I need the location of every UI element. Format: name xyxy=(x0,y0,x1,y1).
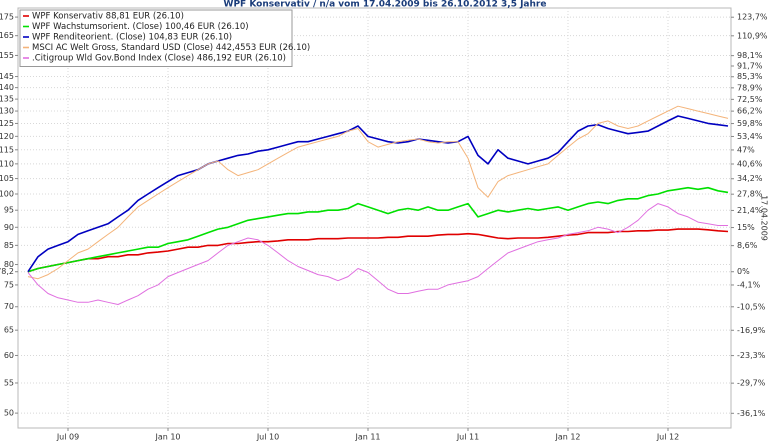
y2-tick-label: 66,2% xyxy=(737,107,763,116)
y2-tick-label: 98,1% xyxy=(737,51,763,60)
chart-title: WPF Konservativ / n/a vom 17.04.2009 bis… xyxy=(224,0,547,10)
y-tick-label: 130 xyxy=(0,107,14,116)
x-tick-label: Jan 11 xyxy=(354,433,380,442)
y2-tick-label: -10,5% xyxy=(737,302,766,311)
y2-tick-label: 27,8% xyxy=(737,190,763,199)
y2-tick-label: 78,9% xyxy=(737,83,763,92)
legend: WPF Konservativ 88,81 EUR (26.10)WPF Wac… xyxy=(19,9,310,67)
y2-tick-label: -23,3% xyxy=(737,351,766,360)
y2-tick-label: 40,6% xyxy=(737,160,763,169)
y2-tick-label: -29,7% xyxy=(737,379,766,388)
series-line xyxy=(27,228,729,273)
y-tick-label: 60 xyxy=(4,351,14,360)
y2-tick-label: 53,4% xyxy=(737,132,763,141)
y-tick-label: 75 xyxy=(4,280,14,289)
y-tick-label: 140 xyxy=(0,83,14,92)
y2-tick-label: 8,6% xyxy=(737,241,758,250)
y-tick-label: 70 xyxy=(4,302,14,311)
legend-label: WPF Renditeorient. (Close) 104,83 EUR (2… xyxy=(32,33,232,43)
y2-tick-label: 34,2% xyxy=(737,174,763,183)
y-tick-label: 85 xyxy=(4,241,14,250)
y-tick-label: 165 xyxy=(0,31,14,40)
x-tick-label: Jul 09 xyxy=(56,433,79,442)
y-tick-label: 125 xyxy=(0,119,14,128)
series-line xyxy=(27,105,729,280)
y2-tick-label: 21,4% xyxy=(737,206,763,215)
series-line xyxy=(27,186,729,273)
y-tick-label: 175 xyxy=(0,13,14,22)
y-tick-label: 155 xyxy=(0,51,14,60)
y2-tick-label: -36,1% xyxy=(737,409,766,418)
y2-tick-label: 59,8% xyxy=(737,119,763,128)
legend-label: MSCI AC Welt Gross, Standard USD (Close)… xyxy=(32,43,310,53)
y-tick-label: 50 xyxy=(4,409,14,418)
y-tick-label: 105 xyxy=(0,174,14,183)
plot-frame xyxy=(17,7,732,429)
y2-tick-label: 47% xyxy=(737,145,755,154)
y-tick-label: 100 xyxy=(0,189,14,198)
y-tick-label: 135 xyxy=(0,95,14,104)
legend-label: .Citigroup Wld Gov.Bond Index (Close) 48… xyxy=(32,54,286,64)
x-tick-label: Jul 10 xyxy=(256,433,279,442)
x-tick-label: Jan 12 xyxy=(554,433,580,442)
y-tick-label: 55 xyxy=(4,378,14,387)
y-tick-label: 120 xyxy=(0,132,14,141)
y2-tick-label: 110,9% xyxy=(737,31,768,40)
series-line xyxy=(27,203,728,305)
series-line xyxy=(27,115,729,273)
y-tick-label: 90 xyxy=(4,223,14,232)
legend-label: WPF Konservativ 88,81 EUR (26.10) xyxy=(32,12,184,22)
y2-tick-label: 123,7% xyxy=(737,13,768,22)
y-tick-label: 110 xyxy=(0,159,14,168)
y-tick-label: 65 xyxy=(4,326,14,335)
x-tick-label: Jul 11 xyxy=(456,433,479,442)
y2-tick-label: 15% xyxy=(737,223,755,232)
y2-tick-label: 91,7% xyxy=(737,62,763,71)
y-tick-label: 78,2 xyxy=(0,267,14,276)
y-tick-label: 115 xyxy=(0,145,14,154)
y-tick-label: 95 xyxy=(4,206,14,215)
legend-box xyxy=(19,9,293,67)
y2-tick-label: 85,3% xyxy=(737,72,763,81)
legend-label: WPF Wachstumsorient. (Close) 100,46 EUR … xyxy=(32,22,249,32)
x-tick-label: Jan 10 xyxy=(154,433,180,442)
x-tick-label: Jul 12 xyxy=(656,433,679,442)
y-tick-label: 145 xyxy=(0,72,14,81)
side-label: 17.04.2009 xyxy=(760,195,769,241)
y-tick-label: 80 xyxy=(4,260,14,269)
y2-tick-label: 72,5% xyxy=(737,95,763,104)
y2-tick-label: -16,9% xyxy=(737,326,766,335)
y2-tick-label: -4,1% xyxy=(737,280,761,289)
y2-tick-label: 0% xyxy=(737,267,750,276)
